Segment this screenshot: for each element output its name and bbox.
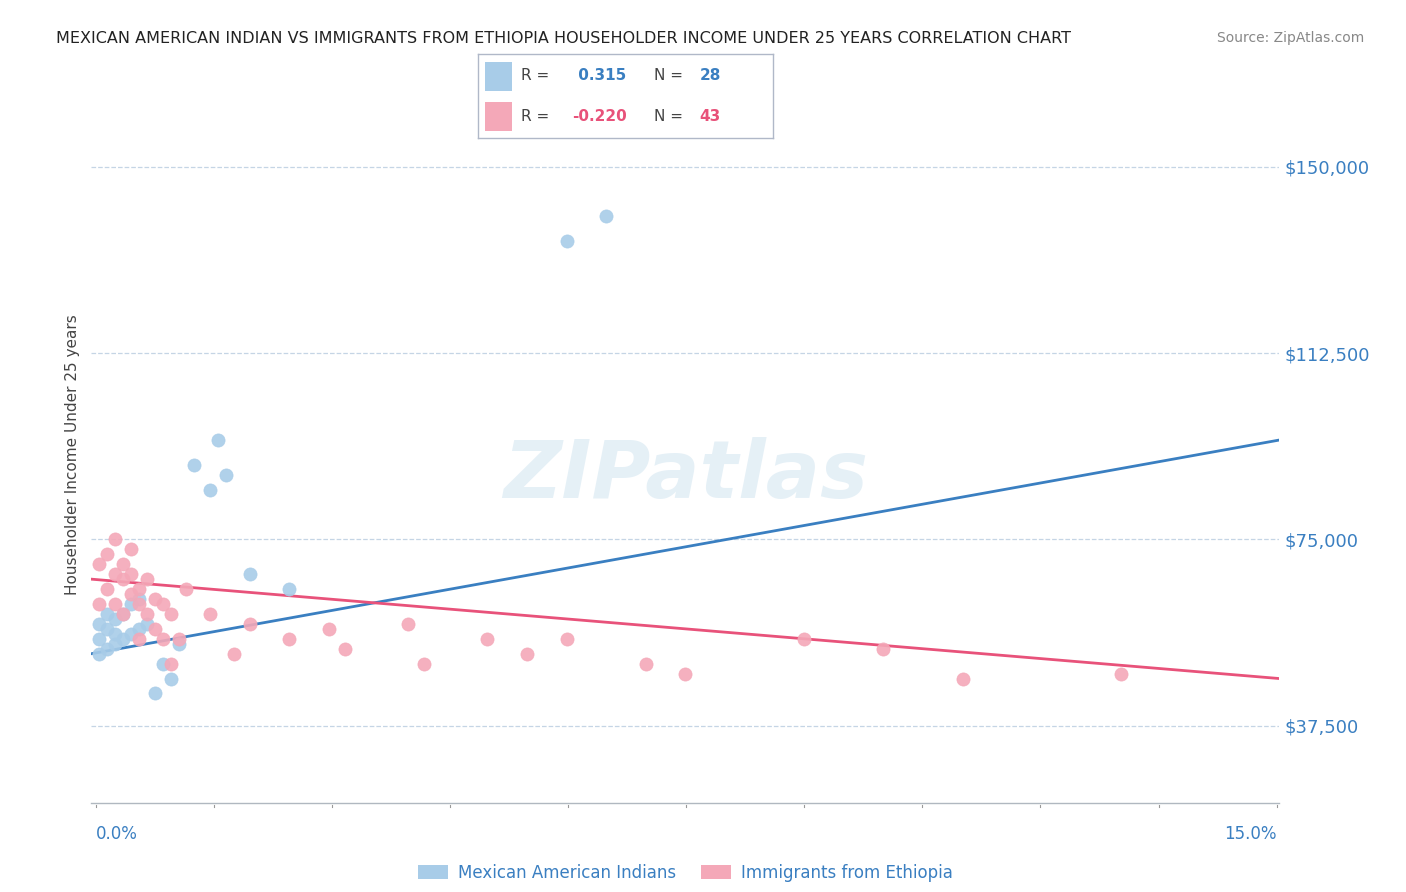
Point — [595, 210, 617, 224]
Point — [104, 637, 127, 651]
Point — [952, 672, 974, 686]
Point — [104, 567, 127, 582]
Point — [89, 632, 111, 646]
Point — [1109, 666, 1132, 681]
Point — [152, 632, 174, 646]
Point — [159, 607, 181, 621]
Point — [516, 647, 538, 661]
Point — [96, 641, 118, 656]
Point — [128, 632, 150, 646]
Y-axis label: Householder Income Under 25 years: Householder Income Under 25 years — [65, 315, 80, 595]
Point — [200, 483, 222, 497]
Point — [176, 582, 198, 596]
Legend: Mexican American Indians, Immigrants from Ethiopia: Mexican American Indians, Immigrants fro… — [412, 857, 959, 888]
Point — [112, 558, 135, 572]
Point — [89, 616, 111, 631]
Point — [152, 657, 174, 671]
Point — [396, 616, 419, 631]
Text: 0.315: 0.315 — [572, 68, 626, 83]
Point — [128, 597, 150, 611]
Point — [96, 582, 118, 596]
Point — [104, 612, 127, 626]
Point — [152, 597, 174, 611]
Point — [207, 433, 229, 447]
Point — [183, 458, 205, 472]
Text: -0.220: -0.220 — [572, 109, 627, 124]
Point — [477, 632, 499, 646]
Text: 28: 28 — [700, 68, 721, 83]
Point — [135, 572, 157, 586]
Point — [413, 657, 436, 671]
Text: MEXICAN AMERICAN INDIAN VS IMMIGRANTS FROM ETHIOPIA HOUSEHOLDER INCOME UNDER 25 : MEXICAN AMERICAN INDIAN VS IMMIGRANTS FR… — [56, 31, 1071, 46]
Point — [634, 657, 657, 671]
FancyBboxPatch shape — [485, 102, 512, 130]
Text: 15.0%: 15.0% — [1225, 825, 1277, 843]
Point — [128, 622, 150, 636]
Point — [555, 632, 578, 646]
FancyBboxPatch shape — [485, 62, 512, 91]
Point — [89, 597, 111, 611]
Point — [143, 592, 166, 607]
Point — [120, 587, 142, 601]
Text: Source: ZipAtlas.com: Source: ZipAtlas.com — [1216, 31, 1364, 45]
Point — [135, 616, 157, 631]
Point — [89, 558, 111, 572]
Point — [96, 607, 118, 621]
Point — [143, 686, 166, 700]
Point — [96, 622, 118, 636]
Point — [120, 542, 142, 557]
Point — [167, 637, 190, 651]
Point — [278, 582, 301, 596]
Point — [278, 632, 301, 646]
Point — [135, 607, 157, 621]
Text: N =: N = — [654, 68, 683, 83]
Point — [128, 582, 150, 596]
Point — [673, 666, 696, 681]
Point — [318, 622, 340, 636]
Point — [222, 647, 245, 661]
Text: N =: N = — [654, 109, 683, 124]
Text: 0.0%: 0.0% — [96, 825, 138, 843]
Point — [112, 607, 135, 621]
Point — [159, 672, 181, 686]
Point — [112, 632, 135, 646]
Point — [104, 533, 127, 547]
Point — [143, 622, 166, 636]
Text: ZIPatlas: ZIPatlas — [503, 437, 868, 515]
Point — [112, 607, 135, 621]
Point — [793, 632, 815, 646]
Point — [120, 597, 142, 611]
Point — [215, 467, 238, 482]
Point — [104, 597, 127, 611]
Point — [120, 567, 142, 582]
Point — [200, 607, 222, 621]
Point — [872, 641, 894, 656]
Text: R =: R = — [520, 109, 550, 124]
Point — [333, 641, 356, 656]
Point — [159, 657, 181, 671]
Point — [112, 572, 135, 586]
Point — [96, 547, 118, 561]
Point — [167, 632, 190, 646]
Point — [104, 627, 127, 641]
Point — [555, 234, 578, 248]
Text: 43: 43 — [700, 109, 721, 124]
Point — [239, 567, 262, 582]
Point — [120, 627, 142, 641]
Text: R =: R = — [520, 68, 550, 83]
Point — [239, 616, 262, 631]
Point — [89, 647, 111, 661]
Point — [128, 592, 150, 607]
